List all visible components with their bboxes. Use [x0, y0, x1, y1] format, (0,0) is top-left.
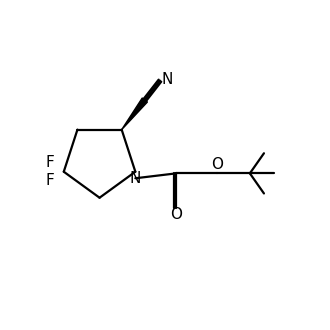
Text: O: O — [211, 157, 223, 172]
Polygon shape — [122, 98, 148, 130]
Text: F: F — [46, 155, 54, 170]
Text: O: O — [170, 208, 182, 222]
Text: F: F — [46, 173, 54, 188]
Text: N: N — [161, 72, 173, 87]
Text: N: N — [130, 171, 141, 186]
